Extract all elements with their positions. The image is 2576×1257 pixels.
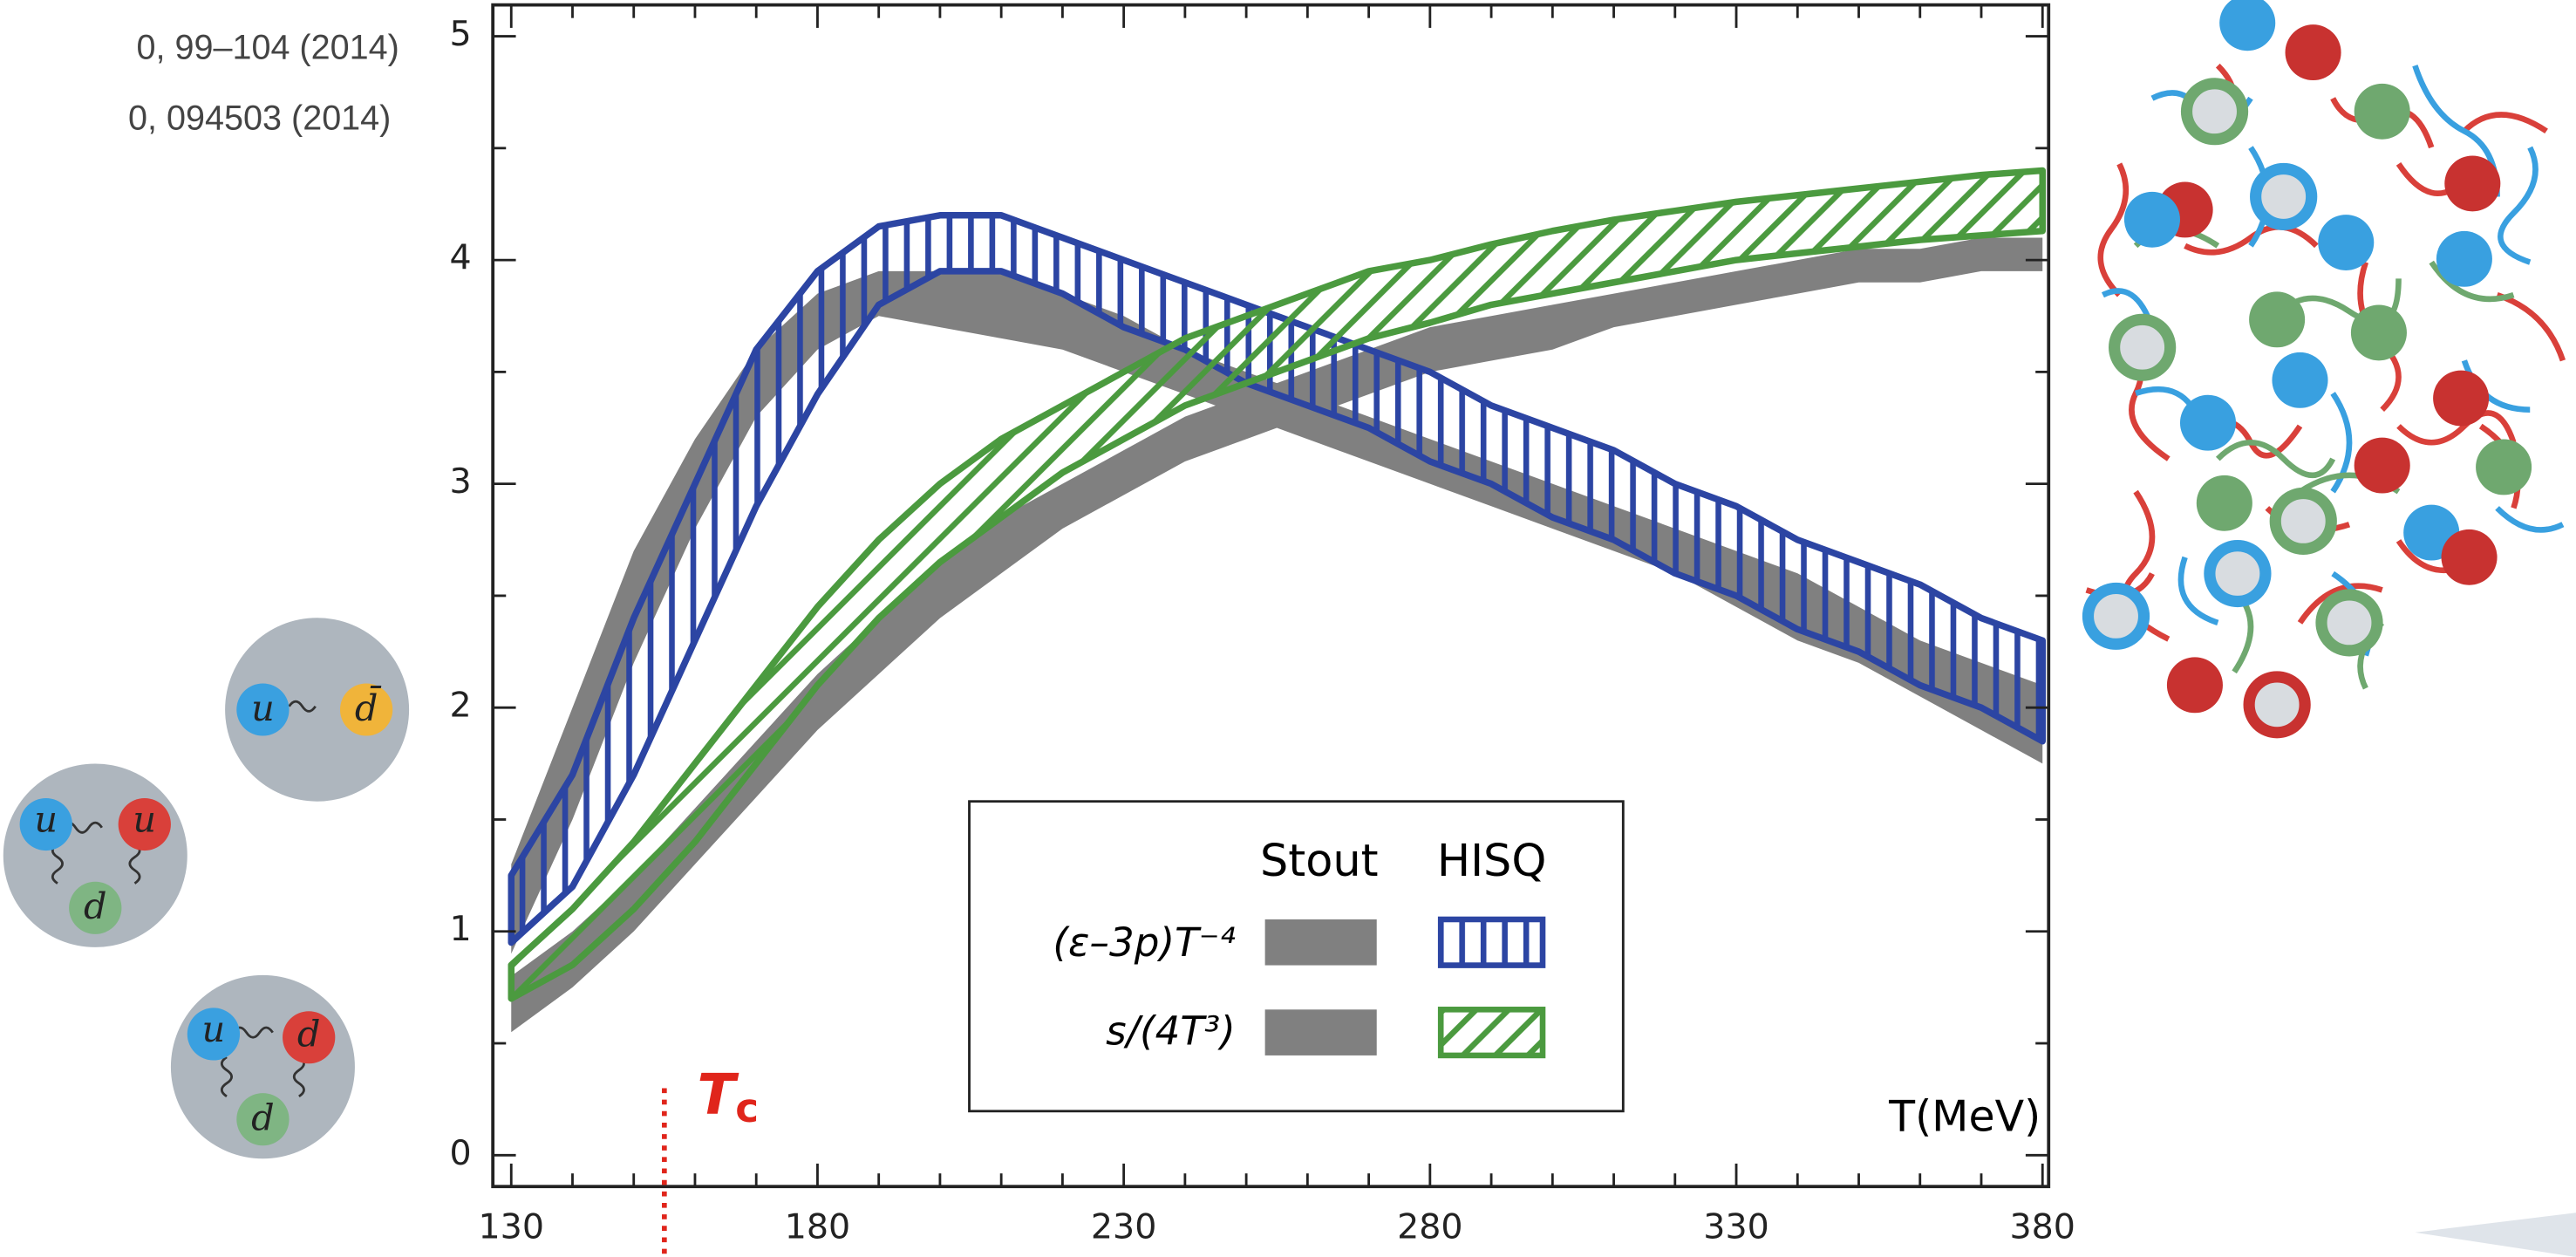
decor-arrow [2415,1213,2576,1257]
legend-column: HISQ [1437,835,1547,886]
tc-label-main: T [698,1062,739,1127]
quark-label: d [84,885,107,927]
plot-area [508,167,2047,1033]
legend: Stout HISQ (ε–3p)T⁻⁴ s/(4T³) [968,800,1625,1113]
x-tick-label: 330 [1703,1207,1769,1247]
quark-label: u [202,1008,226,1050]
hadron-meson: u d̄ [225,618,410,802]
reference: 0, 094503 (2014) [128,99,391,137]
quark-label: u [34,799,58,841]
y-tick-label: 3 [450,461,472,502]
x-tick-label: 380 [2009,1207,2075,1247]
qgp-particles [2082,0,2532,739]
legend-swatch [1437,1007,1546,1059]
x-axis-label: T(MeV) [1888,1092,2041,1142]
hadron-baryon: u d d [170,974,355,1159]
legend-swatch [1437,916,1546,968]
y-tick-label: 1 [450,909,472,949]
quark-label: d [251,1097,275,1139]
legend-column: Stout [1260,835,1378,886]
legend-label: (ε–3p)T⁻⁴ [1053,919,1235,966]
legend-swatch [1264,919,1377,966]
quark-label: u [251,687,275,729]
quark-label: d [297,1014,321,1055]
y-tick-label: 2 [450,686,472,726]
x-tick-label: 280 [1397,1207,1463,1247]
x-tick-label: 180 [785,1207,851,1247]
quark-label: d̄ [355,686,382,729]
reference: 0, 99–104 (2014) [136,29,399,67]
tc-label: Tc [698,1062,759,1131]
axes: 130 180 230 280 330 380 0 1 2 3 4 5 [450,4,2075,1247]
y-tick-label: 0 [450,1133,472,1173]
hadron-baryon: u u d [3,763,187,947]
legend-swatch [1264,1009,1377,1055]
y-tick-label: 4 [450,238,472,278]
quark-label: u [133,799,156,841]
y-tick-label: 5 [450,14,472,54]
legend-label: s/(4T³) [1106,1008,1236,1055]
tc-label-sub: c [735,1085,759,1131]
x-tick-label: 230 [1091,1207,1157,1247]
x-tick-label: 130 [478,1207,544,1247]
band [508,167,2047,1002]
